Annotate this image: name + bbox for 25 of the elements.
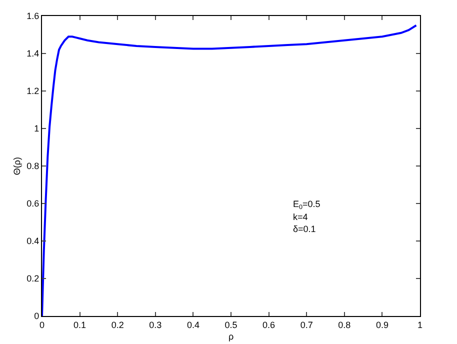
y-tick-label: 0.6: [26, 198, 40, 209]
x-tick-label: 0.4: [186, 320, 200, 330]
x-tick-label: 0.6: [262, 320, 276, 330]
x-tick-label: 0.2: [111, 320, 124, 330]
line-series: [42, 24, 418, 316]
y-tick-label: 1.6: [26, 11, 40, 22]
y-axis-title: Θ(ρ): [12, 156, 22, 176]
x-tick-label: 0.1: [74, 320, 86, 330]
y-tick-label: 1.4: [26, 48, 40, 59]
x-tick-label: 0.5: [224, 320, 238, 330]
x-tick-label: 0.9: [376, 320, 388, 330]
x-tick-label: 1: [417, 320, 423, 330]
annotation: E$_{0}$=0.5: [293, 199, 320, 211]
x-tick-label: 0.8: [338, 320, 351, 330]
y-tick-label: 0: [34, 311, 40, 322]
y-tick-label: 1.2: [26, 86, 40, 96]
x-tick-label: 0.7: [300, 320, 313, 330]
annotation: δ=0.1: [293, 224, 316, 234]
y-tick-label: 0.2: [26, 274, 40, 284]
y-tick-label: 0.4: [26, 236, 40, 246]
annotation: k=4: [293, 212, 308, 222]
y-tick-label: 1: [34, 124, 40, 134]
x-tick-label: 0.3: [149, 320, 162, 330]
x-axis-title: ρ: [228, 332, 234, 342]
y-tick-label: 0.8: [26, 161, 40, 172]
